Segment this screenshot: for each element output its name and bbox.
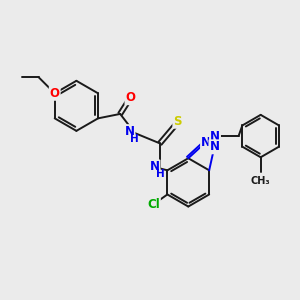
Text: N: N <box>150 160 160 173</box>
Text: H: H <box>155 169 164 179</box>
Text: N: N <box>209 140 219 153</box>
Text: S: S <box>173 115 182 128</box>
Text: N: N <box>124 125 135 138</box>
Text: H: H <box>130 134 139 144</box>
Text: O: O <box>125 91 136 104</box>
Text: CH₃: CH₃ <box>251 176 271 185</box>
Text: O: O <box>50 87 60 100</box>
Text: N: N <box>201 136 211 148</box>
Text: Cl: Cl <box>147 198 160 211</box>
Text: N: N <box>210 130 220 142</box>
